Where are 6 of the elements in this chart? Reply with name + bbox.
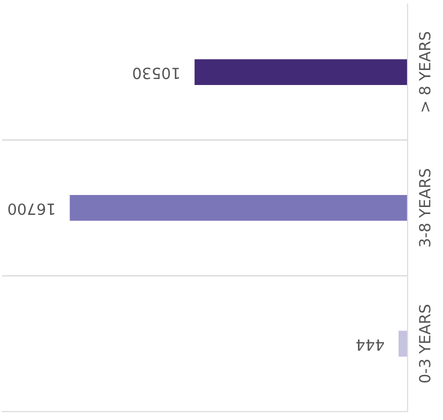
y-tick-label: 0-3 YEARS (418, 304, 430, 382)
data-label: 10530 (133, 68, 180, 80)
y-tick-label: 3-8 YEARS (418, 168, 430, 247)
data-label: 444 (356, 339, 384, 351)
data-label: 16700 (8, 203, 54, 216)
y-tick-label: > 8 YEARS (418, 32, 430, 112)
